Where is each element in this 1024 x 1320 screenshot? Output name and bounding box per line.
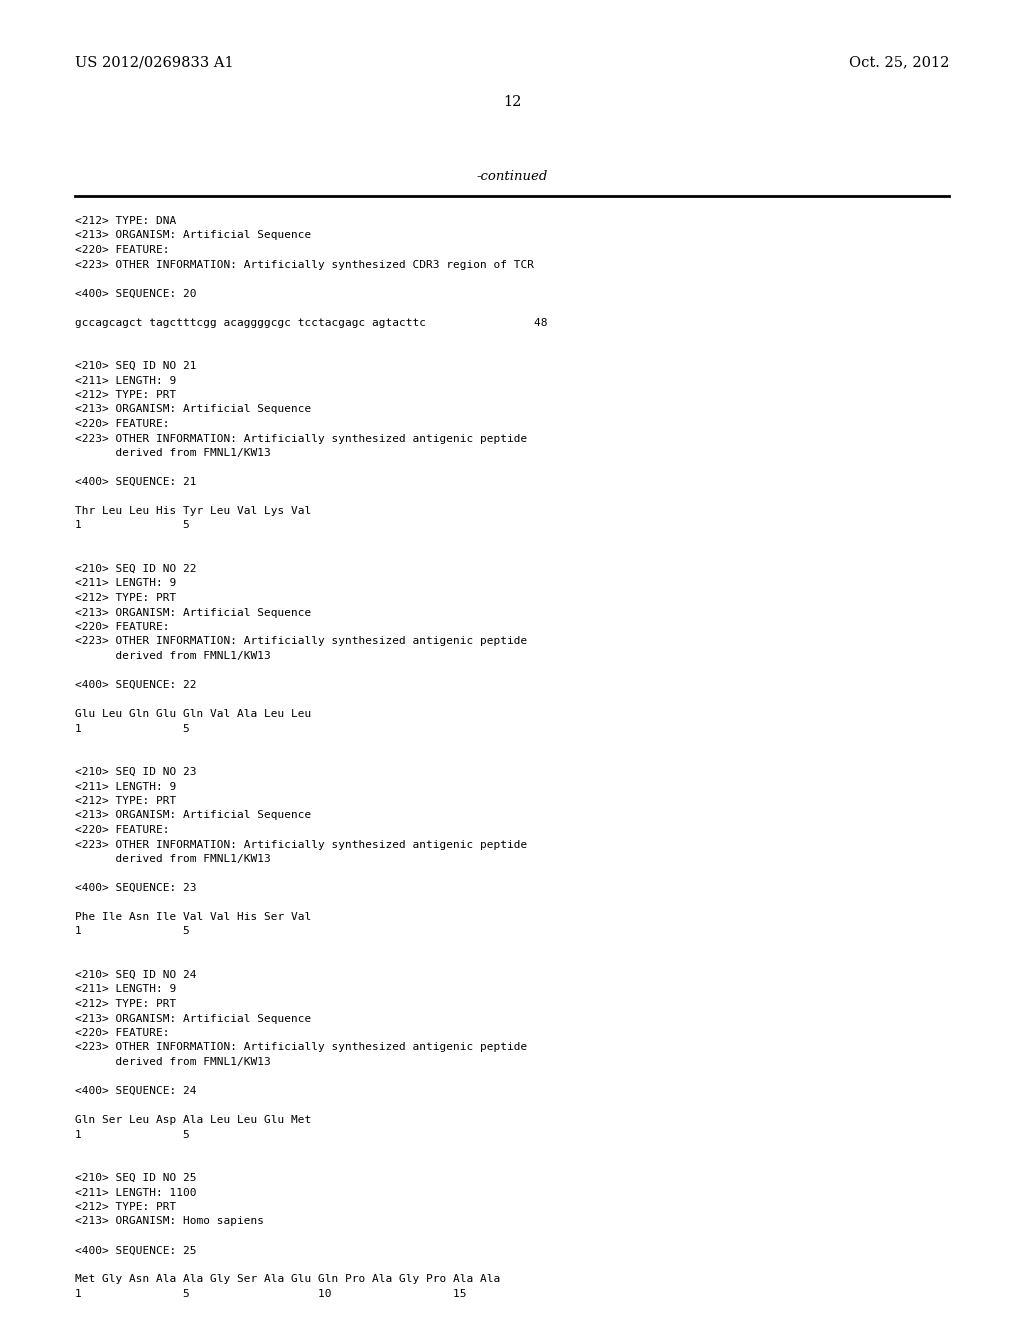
Text: 1               5: 1 5 [75, 723, 189, 734]
Text: <211> LENGTH: 9: <211> LENGTH: 9 [75, 578, 176, 589]
Text: <223> OTHER INFORMATION: Artificially synthesized CDR3 region of TCR: <223> OTHER INFORMATION: Artificially sy… [75, 260, 534, 269]
Text: <212> TYPE: PRT: <212> TYPE: PRT [75, 999, 176, 1008]
Text: -continued: -continued [476, 170, 548, 183]
Text: <212> TYPE: PRT: <212> TYPE: PRT [75, 796, 176, 807]
Text: derived from FMNL1/KW13: derived from FMNL1/KW13 [75, 854, 270, 865]
Text: <212> TYPE: DNA: <212> TYPE: DNA [75, 216, 176, 226]
Text: <213> ORGANISM: Artificial Sequence: <213> ORGANISM: Artificial Sequence [75, 404, 311, 414]
Text: <211> LENGTH: 9: <211> LENGTH: 9 [75, 985, 176, 994]
Text: Phe Ile Asn Ile Val Val His Ser Val: Phe Ile Asn Ile Val Val His Ser Val [75, 912, 311, 921]
Text: 1               5                   10                  15: 1 5 10 15 [75, 1290, 467, 1299]
Text: <211> LENGTH: 1100: <211> LENGTH: 1100 [75, 1188, 197, 1197]
Text: <223> OTHER INFORMATION: Artificially synthesized antigenic peptide: <223> OTHER INFORMATION: Artificially sy… [75, 636, 527, 647]
Text: <213> ORGANISM: Artificial Sequence: <213> ORGANISM: Artificial Sequence [75, 607, 311, 618]
Text: <212> TYPE: PRT: <212> TYPE: PRT [75, 1203, 176, 1212]
Text: <213> ORGANISM: Artificial Sequence: <213> ORGANISM: Artificial Sequence [75, 231, 311, 240]
Text: <223> OTHER INFORMATION: Artificially synthesized antigenic peptide: <223> OTHER INFORMATION: Artificially sy… [75, 1043, 527, 1052]
Text: <210> SEQ ID NO 23: <210> SEQ ID NO 23 [75, 767, 197, 777]
Text: derived from FMNL1/KW13: derived from FMNL1/KW13 [75, 447, 270, 458]
Text: <220> FEATURE:: <220> FEATURE: [75, 418, 170, 429]
Text: <220> FEATURE:: <220> FEATURE: [75, 622, 170, 632]
Text: <223> OTHER INFORMATION: Artificially synthesized antigenic peptide: <223> OTHER INFORMATION: Artificially sy… [75, 840, 527, 850]
Text: 12: 12 [503, 95, 521, 110]
Text: <400> SEQUENCE: 20: <400> SEQUENCE: 20 [75, 289, 197, 298]
Text: <400> SEQUENCE: 22: <400> SEQUENCE: 22 [75, 680, 197, 690]
Text: <400> SEQUENCE: 24: <400> SEQUENCE: 24 [75, 1086, 197, 1096]
Text: Met Gly Asn Ala Ala Gly Ser Ala Glu Gln Pro Ala Gly Pro Ala Ala: Met Gly Asn Ala Ala Gly Ser Ala Glu Gln … [75, 1275, 501, 1284]
Text: 1               5: 1 5 [75, 1130, 189, 1139]
Text: <400> SEQUENCE: 23: <400> SEQUENCE: 23 [75, 883, 197, 894]
Text: Oct. 25, 2012: Oct. 25, 2012 [849, 55, 949, 69]
Text: <213> ORGANISM: Artificial Sequence: <213> ORGANISM: Artificial Sequence [75, 1014, 311, 1023]
Text: <220> FEATURE:: <220> FEATURE: [75, 1028, 170, 1038]
Text: Gln Ser Leu Asp Ala Leu Leu Glu Met: Gln Ser Leu Asp Ala Leu Leu Glu Met [75, 1115, 311, 1125]
Text: <212> TYPE: PRT: <212> TYPE: PRT [75, 593, 176, 603]
Text: US 2012/0269833 A1: US 2012/0269833 A1 [75, 55, 233, 69]
Text: Glu Leu Gln Glu Gln Val Ala Leu Leu: Glu Leu Gln Glu Gln Val Ala Leu Leu [75, 709, 311, 719]
Text: <213> ORGANISM: Homo sapiens: <213> ORGANISM: Homo sapiens [75, 1217, 264, 1226]
Text: 1               5: 1 5 [75, 927, 189, 936]
Text: gccagcagct tagctttcgg acaggggcgc tcctacgagc agtacttc                48: gccagcagct tagctttcgg acaggggcgc tcctacg… [75, 318, 548, 327]
Text: <210> SEQ ID NO 21: <210> SEQ ID NO 21 [75, 360, 197, 371]
Text: <220> FEATURE:: <220> FEATURE: [75, 246, 170, 255]
Text: <210> SEQ ID NO 25: <210> SEQ ID NO 25 [75, 1173, 197, 1183]
Text: <223> OTHER INFORMATION: Artificially synthesized antigenic peptide: <223> OTHER INFORMATION: Artificially sy… [75, 433, 527, 444]
Text: <213> ORGANISM: Artificial Sequence: <213> ORGANISM: Artificial Sequence [75, 810, 311, 821]
Text: <212> TYPE: PRT: <212> TYPE: PRT [75, 389, 176, 400]
Text: <400> SEQUENCE: 21: <400> SEQUENCE: 21 [75, 477, 197, 487]
Text: derived from FMNL1/KW13: derived from FMNL1/KW13 [75, 651, 270, 661]
Text: <210> SEQ ID NO 24: <210> SEQ ID NO 24 [75, 970, 197, 979]
Text: 1               5: 1 5 [75, 520, 189, 531]
Text: <210> SEQ ID NO 22: <210> SEQ ID NO 22 [75, 564, 197, 574]
Text: <220> FEATURE:: <220> FEATURE: [75, 825, 170, 836]
Text: <211> LENGTH: 9: <211> LENGTH: 9 [75, 781, 176, 792]
Text: Thr Leu Leu His Tyr Leu Val Lys Val: Thr Leu Leu His Tyr Leu Val Lys Val [75, 506, 311, 516]
Text: <400> SEQUENCE: 25: <400> SEQUENCE: 25 [75, 1246, 197, 1255]
Text: derived from FMNL1/KW13: derived from FMNL1/KW13 [75, 1057, 270, 1067]
Text: <211> LENGTH: 9: <211> LENGTH: 9 [75, 375, 176, 385]
